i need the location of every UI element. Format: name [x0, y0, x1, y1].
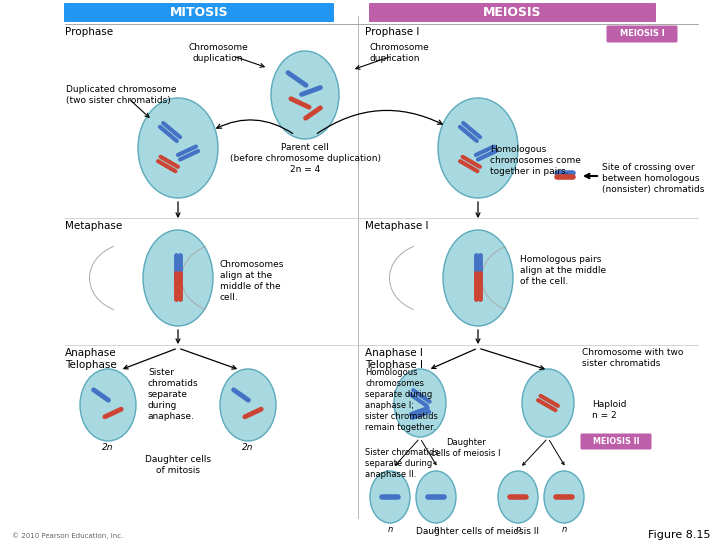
Ellipse shape: [438, 98, 518, 198]
Ellipse shape: [394, 369, 446, 437]
Ellipse shape: [370, 471, 410, 523]
Text: n: n: [387, 525, 392, 534]
Text: MEIOSIS II: MEIOSIS II: [593, 437, 639, 446]
Ellipse shape: [143, 230, 213, 326]
Text: MEIOSIS I: MEIOSIS I: [620, 30, 665, 38]
Ellipse shape: [80, 369, 136, 441]
Text: Prophase I: Prophase I: [365, 27, 419, 37]
Ellipse shape: [271, 51, 339, 139]
Text: Duplicated chromosome
(two sister chromatids): Duplicated chromosome (two sister chroma…: [66, 85, 176, 105]
Text: © 2010 Pearson Education, Inc.: © 2010 Pearson Education, Inc.: [12, 532, 123, 539]
Ellipse shape: [443, 230, 513, 326]
Text: Anaphase
Telophase: Anaphase Telophase: [65, 348, 117, 370]
Text: Metaphase: Metaphase: [65, 221, 122, 231]
Ellipse shape: [220, 369, 276, 441]
Text: Daughter cells of meiosis II: Daughter cells of meiosis II: [416, 527, 539, 536]
Text: Chromosome
duplication: Chromosome duplication: [370, 43, 430, 63]
Text: Haploid
n = 2: Haploid n = 2: [592, 400, 626, 420]
FancyBboxPatch shape: [64, 3, 334, 22]
FancyBboxPatch shape: [580, 434, 652, 449]
Ellipse shape: [522, 369, 574, 437]
Text: n: n: [562, 525, 567, 534]
Ellipse shape: [498, 471, 538, 523]
Text: Prophase: Prophase: [65, 27, 113, 37]
Text: Daughter cells
of mitosis: Daughter cells of mitosis: [145, 455, 211, 475]
Ellipse shape: [416, 471, 456, 523]
Text: Figure 8.15: Figure 8.15: [647, 530, 710, 540]
Text: n: n: [516, 525, 521, 534]
Text: Chromosome with two
sister chromatids: Chromosome with two sister chromatids: [582, 348, 683, 368]
Text: MITOSIS: MITOSIS: [170, 5, 228, 18]
FancyBboxPatch shape: [369, 3, 656, 22]
Text: Site of crossing over
between homologous
(nonsister) chromatids: Site of crossing over between homologous…: [602, 163, 704, 194]
FancyBboxPatch shape: [606, 25, 678, 43]
Text: Daughter
cells of meiosis I: Daughter cells of meiosis I: [431, 438, 500, 458]
Text: Homologous
chromosomes
separate during
anaphase I;
sister chromatids
remain toge: Homologous chromosomes separate during a…: [365, 368, 438, 433]
Text: Chromosomes
align at the
middle of the
cell.: Chromosomes align at the middle of the c…: [220, 260, 284, 302]
Text: MEIOSIS: MEIOSIS: [482, 5, 541, 18]
Ellipse shape: [138, 98, 218, 198]
Text: Anaphase I
Telophase I: Anaphase I Telophase I: [365, 348, 423, 370]
Text: Metaphase I: Metaphase I: [365, 221, 428, 231]
Text: Parent cell
(before chromosome duplication)
2n = 4: Parent cell (before chromosome duplicati…: [230, 143, 380, 174]
Text: 2n: 2n: [242, 443, 253, 452]
Text: 2n: 2n: [102, 443, 114, 452]
Text: Homologous
chromosomes come
together in pairs.: Homologous chromosomes come together in …: [490, 145, 581, 176]
Text: Sister
chromatids
separate
during
anaphase.: Sister chromatids separate during anapha…: [148, 368, 199, 421]
Text: n: n: [433, 525, 438, 534]
Text: Homologous pairs
align at the middle
of the cell.: Homologous pairs align at the middle of …: [520, 255, 606, 286]
Text: Sister chromatids
separate during
anaphase II.: Sister chromatids separate during anapha…: [365, 448, 438, 479]
Ellipse shape: [544, 471, 584, 523]
Text: Chromosome
duplication: Chromosome duplication: [188, 43, 248, 63]
